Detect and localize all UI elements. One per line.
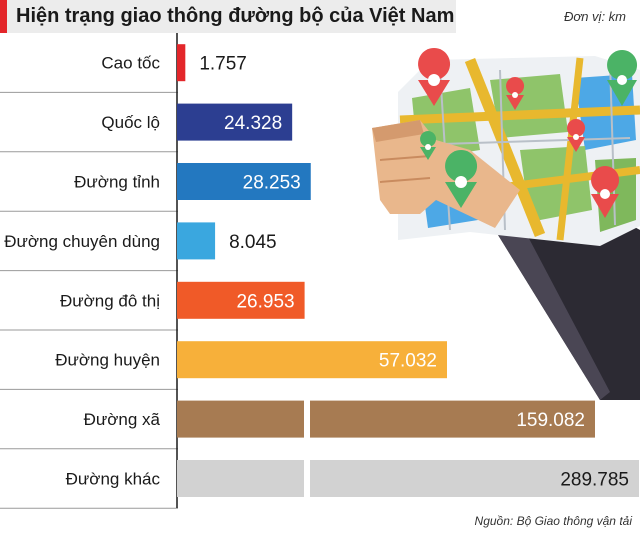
category-label: Đường tỉnh (74, 173, 160, 192)
bar (177, 222, 216, 260)
bar (177, 103, 293, 141)
category-label: Đường xã (84, 410, 161, 429)
value-label: 8.045 (229, 232, 277, 253)
value-label: 1.757 (199, 54, 247, 75)
category-label: Đường đô thị (60, 291, 160, 310)
category-label: Đường chuyên dùng (4, 232, 160, 251)
source-note: Nguồn: Bộ Giao thông vận tải (474, 514, 632, 528)
value-label: 159.082 (516, 410, 585, 431)
category-label: Cao tốc (101, 54, 160, 73)
title-accent-bar (0, 0, 7, 33)
unit-label: Đơn vị: km (563, 9, 626, 24)
value-label: 26.953 (236, 291, 294, 312)
bar (177, 460, 639, 497)
axis-break-mark (304, 456, 310, 501)
category-label: Đường huyện (55, 351, 160, 370)
category-label: Quốc lộ (101, 113, 160, 132)
row-separators (0, 91, 178, 509)
bar-series: Cao tốc 1.757 Quốc lộ 24.328 Đường tỉnh 28.25… (4, 44, 639, 501)
bar (177, 281, 305, 319)
value-label: 24.328 (224, 113, 282, 134)
value-label: 57.032 (379, 351, 437, 372)
chart-title: Hiện trạng giao thông đường bộ của Việt … (16, 5, 455, 27)
bar (177, 163, 311, 200)
title-background (0, 0, 456, 33)
axis-break-mark (304, 396, 310, 442)
bar (177, 341, 447, 379)
value-label: 289.785 (560, 470, 629, 491)
category-label: Đường khác (66, 470, 161, 489)
chart-header: Hiện trạng giao thông đường bộ của Việt … (0, 0, 640, 33)
bar (177, 400, 595, 438)
bar (177, 44, 186, 82)
hand-holding-map-icon (372, 48, 640, 400)
value-label: 28.253 (243, 173, 301, 194)
